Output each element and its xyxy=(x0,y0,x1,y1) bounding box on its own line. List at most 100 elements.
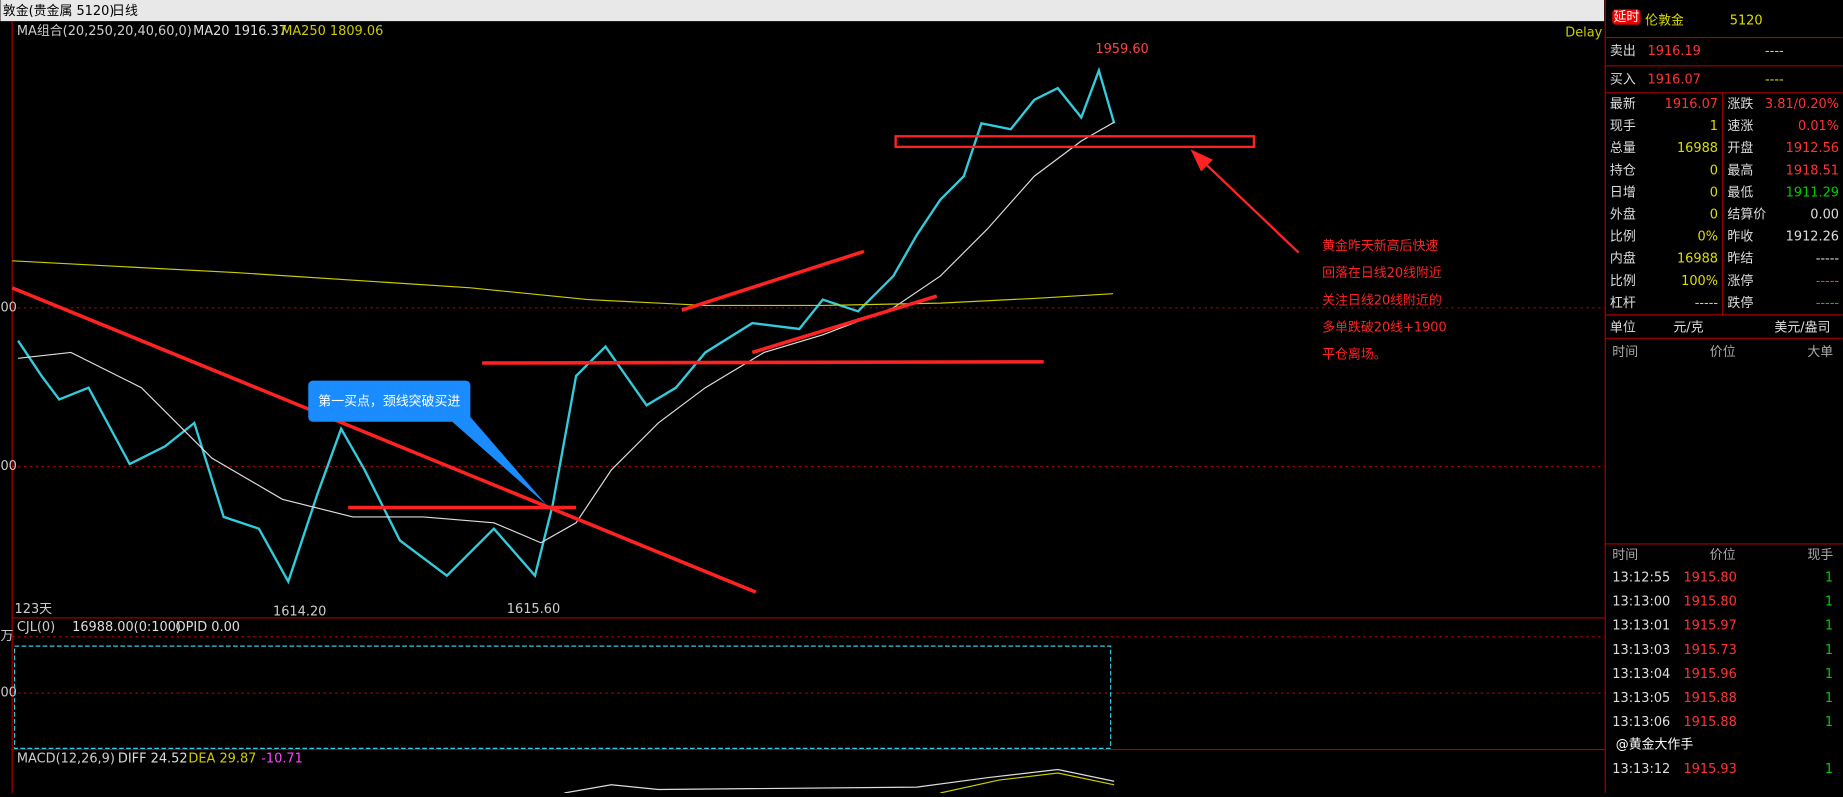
row-value: ----- xyxy=(1816,274,1840,289)
row-label: 内盘 xyxy=(1610,251,1636,267)
ma20: MA20 1916.37 xyxy=(193,24,287,39)
instrument: 敦金(贵金属 5120) xyxy=(3,3,115,19)
callout xyxy=(308,380,471,422)
grid-lines xyxy=(12,307,1606,694)
tick-volume: 1 xyxy=(1825,715,1833,730)
row-label: 最低 xyxy=(1727,185,1753,200)
ma250-line xyxy=(12,260,1114,307)
row-label: 昨结 xyxy=(1727,252,1753,267)
unit-label: 单位 xyxy=(1610,320,1636,335)
tick-volume: 1 xyxy=(1825,762,1833,777)
row-value: 0.00 xyxy=(1810,207,1839,222)
row-label: 日增 xyxy=(1610,185,1636,200)
row-label: 速涨 xyxy=(1727,119,1753,134)
row-value: 100% xyxy=(1681,274,1718,289)
tick-volume: 1 xyxy=(1825,571,1833,586)
tick-volume: 1 xyxy=(1825,595,1833,610)
row-value: 1912.26 xyxy=(1786,230,1839,245)
unit-usd[interactable]: 美元/盎司 xyxy=(1774,320,1830,335)
tick-time: 13:13:04 xyxy=(1612,667,1670,682)
tick-volume: 1 xyxy=(1825,643,1833,658)
macd-diff: DIFF 24.52 xyxy=(118,751,188,766)
delay: Delay xyxy=(1565,25,1602,40)
low-label: 1614.20 xyxy=(273,605,326,620)
row-value: 1912.56 xyxy=(1786,141,1839,156)
tick-price: 1915.88 xyxy=(1683,691,1736,706)
row-value: ----- xyxy=(1695,296,1719,311)
macd-name: MACD(12,26,9) xyxy=(17,751,115,766)
badge-text: 延时 xyxy=(1613,10,1639,25)
tick-time: 13:13:03 xyxy=(1612,643,1670,658)
row-label: 跌停 xyxy=(1727,295,1753,311)
row-label: 持仓 xyxy=(1610,163,1636,178)
header: 价位 xyxy=(1710,548,1736,563)
ma20-line xyxy=(18,121,1115,544)
axis-label: 00 xyxy=(0,459,16,474)
quote-rows: 最新 1916.07 涨跌 3.81/0.20% 现手 1 速涨 0.01% 总量 16988 开盘… xyxy=(1610,96,1839,311)
indicator: MA组合(20,250,20,40,60,0) xyxy=(17,24,192,39)
row-value: 0 xyxy=(1710,185,1718,200)
tick-price: 1915.73 xyxy=(1683,643,1736,658)
note-line: 关注日线20线附近的 xyxy=(1322,292,1442,308)
row-label: 涨跌 xyxy=(1727,96,1753,112)
tick-time: 13:12:55 xyxy=(1612,571,1670,586)
arrow-head xyxy=(1190,149,1213,172)
header: 时间 xyxy=(1612,548,1638,563)
sell-volume: ---- xyxy=(1765,44,1784,59)
tick-volume: 1 xyxy=(1825,619,1833,634)
row-label: 现手 xyxy=(1610,119,1636,134)
callout-tail xyxy=(446,417,547,506)
badge xyxy=(1612,9,1641,25)
note-line: 平仓离场。 xyxy=(1322,346,1387,362)
quote-name: 伦敦金 xyxy=(1645,13,1684,29)
dea-line xyxy=(940,772,1115,794)
top-bar xyxy=(0,0,1605,22)
vol-name: CJL(0) xyxy=(17,620,55,635)
frames xyxy=(11,0,1606,793)
tick-volume: 1 xyxy=(1825,667,1833,682)
row-label: 结算价 xyxy=(1727,207,1766,222)
row-label: 外盘 xyxy=(1610,206,1636,222)
macd-value: -10.71 xyxy=(261,751,303,766)
panel-lines xyxy=(1605,37,1843,545)
row-label: 最新 xyxy=(1610,96,1636,112)
quote-code: 5120 xyxy=(1730,14,1763,29)
row-value: 0% xyxy=(1698,230,1718,245)
macd-dea: DEA 29.87 xyxy=(188,751,256,766)
callout-text: 第一买点，颈线突破买进 xyxy=(318,393,460,409)
sell-price: 1916.19 xyxy=(1648,44,1701,59)
row-value: 16988 xyxy=(1677,141,1718,156)
tick-price: 1915.80 xyxy=(1683,595,1736,610)
axis-label: 万 xyxy=(0,629,13,644)
high-label: 1959.60 xyxy=(1095,42,1148,57)
header: 时间 xyxy=(1612,345,1638,360)
tick-price: 1915.96 xyxy=(1683,667,1736,682)
buy-label: 买入 xyxy=(1610,72,1636,87)
row-label: 昨收 xyxy=(1727,230,1753,245)
row-value: 1916.07 xyxy=(1665,97,1718,112)
row-label: 比例 xyxy=(1610,230,1636,245)
period[interactable]: 日线 xyxy=(112,4,138,19)
row-label: 比例 xyxy=(1610,274,1636,289)
unit-cny[interactable]: 元/克 xyxy=(1673,320,1703,335)
row-value: 0 xyxy=(1710,207,1718,222)
watermark: @黄金大作手 xyxy=(1616,736,1694,752)
tick-time: 13:13:12 xyxy=(1612,762,1670,777)
tick-time: 13:13:00 xyxy=(1612,595,1670,610)
header: 价位 xyxy=(1710,345,1736,360)
row-label: 杠杆 xyxy=(1610,295,1636,311)
axis-label: 00 xyxy=(0,300,16,315)
note-line: 回落在日线20线附近 xyxy=(1322,266,1442,281)
row-value: 3.81/0.20% xyxy=(1765,97,1839,112)
tick-time: 13:13:05 xyxy=(1612,691,1670,706)
header: 现手 xyxy=(1807,548,1833,563)
annotations xyxy=(11,135,1300,594)
tick-price: 1915.97 xyxy=(1683,619,1736,634)
row-label: 最高 xyxy=(1727,162,1753,178)
header: 大单 xyxy=(1807,345,1833,360)
low-label: 1615.60 xyxy=(507,602,560,617)
days: 123天 xyxy=(15,602,53,617)
